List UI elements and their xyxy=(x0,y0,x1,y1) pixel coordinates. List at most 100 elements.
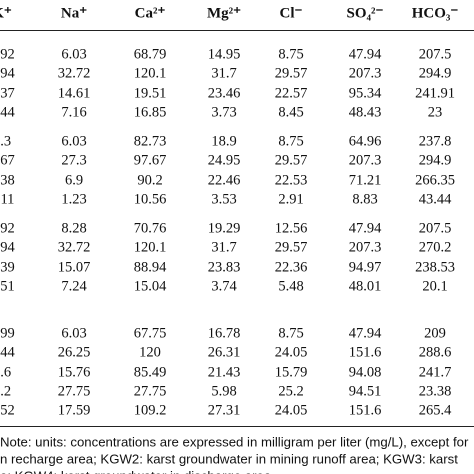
table-cell: 207.3 xyxy=(348,239,382,256)
table-cell: 14.95 xyxy=(207,46,241,63)
column-header: Mg²⁺ xyxy=(206,5,242,22)
table-cell: 1.2 xyxy=(0,383,12,400)
table-cell: 24.95 xyxy=(207,152,241,169)
table-cell: 94.97 xyxy=(348,259,382,276)
table-cell: 0.51 xyxy=(0,278,15,295)
table-cell: 67.75 xyxy=(133,325,167,342)
table-cell: 0.99 xyxy=(0,325,15,342)
table-cell: 1.52 xyxy=(0,402,15,419)
table-cell: 97.67 xyxy=(133,152,167,169)
table-cell: 6.9 xyxy=(64,172,84,189)
table-cell: 27.31 xyxy=(207,402,241,419)
table-cell: 27.75 xyxy=(133,383,167,400)
table-cell: 64.96 xyxy=(348,133,382,150)
table-cell: 7.24 xyxy=(61,278,87,295)
table-cell: 1.44 xyxy=(0,344,15,361)
table-cell: 3.74 xyxy=(211,278,237,295)
table-cell: 3.53 xyxy=(211,191,237,208)
table-cell: 2.94 xyxy=(0,239,15,256)
table-cell: 5.98 xyxy=(211,383,237,400)
table-cell: 20.1 xyxy=(422,278,448,295)
table-cell: 24.05 xyxy=(274,344,308,361)
table-cell: 8.45 xyxy=(278,104,304,121)
table-cell: 15.04 xyxy=(133,278,167,295)
table-cell: 238.53 xyxy=(415,259,455,276)
table-cell: 237.8 xyxy=(418,133,452,150)
table-cell: 0.92 xyxy=(0,46,15,63)
table-cell: 6.03 xyxy=(61,133,87,150)
table-cell: 294.9 xyxy=(418,65,452,82)
bottom-rule xyxy=(0,426,474,427)
table-cell: 22.53 xyxy=(274,172,308,189)
table-cell: 17.59 xyxy=(57,402,91,419)
table-cell: 0.92 xyxy=(0,220,15,237)
table-cell: 19.51 xyxy=(133,85,167,102)
table-cell: 10.56 xyxy=(133,191,167,208)
table-cell: 3.73 xyxy=(211,104,237,121)
table-cell: 1.3 xyxy=(0,133,12,150)
column-header: Ca²⁺ xyxy=(134,5,166,22)
table-cell: 120.1 xyxy=(133,65,167,82)
table-cell: 94.51 xyxy=(348,383,382,400)
table-cell: 2.91 xyxy=(278,191,304,208)
table-cell: 47.94 xyxy=(348,220,382,237)
table-cell: 7.16 xyxy=(61,104,87,121)
table-cell: 8.75 xyxy=(278,133,304,150)
table-cell: 209 xyxy=(424,325,446,342)
table-cell: 70.76 xyxy=(133,220,167,237)
table-cell: 1.6 xyxy=(0,364,12,381)
table-cell: 22.57 xyxy=(274,85,308,102)
table-cell: 21.43 xyxy=(207,364,241,381)
column-header: Cl⁻ xyxy=(279,5,303,22)
table-cell: 23.83 xyxy=(207,259,241,276)
table-cell: 26.25 xyxy=(57,344,91,361)
table-cell: 25.2 xyxy=(278,383,304,400)
table-cell: 29.57 xyxy=(274,152,308,169)
table-cell: 15.79 xyxy=(274,364,308,381)
table-cell: 8.83 xyxy=(352,191,378,208)
table-cell: 207.3 xyxy=(348,152,382,169)
table-cell: 207.5 xyxy=(418,220,452,237)
table-cell: 94.08 xyxy=(348,364,382,381)
table-cell: 8.75 xyxy=(278,46,304,63)
table-cell: 151.6 xyxy=(348,402,382,419)
table-cell: 16.85 xyxy=(133,104,167,121)
table-cell: 48.43 xyxy=(348,104,382,121)
table-cell: 23 xyxy=(427,104,443,121)
table-cell: 207.3 xyxy=(348,65,382,82)
table-cell: 1.37 xyxy=(0,85,15,102)
table-cell: 1.23 xyxy=(61,191,87,208)
table-cell: 16.78 xyxy=(207,325,241,342)
column-header: Na⁺ xyxy=(60,5,88,22)
table-cell: 1.39 xyxy=(0,259,15,276)
table-cell: 32.72 xyxy=(57,65,91,82)
table-cell: 0.44 xyxy=(0,104,15,121)
table-cell: 48.01 xyxy=(348,278,382,295)
table-cell: 68.79 xyxy=(133,46,167,63)
table-cell: 29.57 xyxy=(274,239,308,256)
table-cell: 120 xyxy=(139,344,161,361)
column-header: K⁺ xyxy=(0,5,12,22)
column-header: SO₄²⁻ xyxy=(346,5,384,22)
header-rule xyxy=(0,30,474,31)
table-cell: 32.72 xyxy=(57,239,91,256)
table-cell: 19.29 xyxy=(207,220,241,237)
table-cell: 1.38 xyxy=(0,172,15,189)
table-cell: 85.49 xyxy=(133,364,167,381)
table-cell: 18.9 xyxy=(211,133,237,150)
table-note: Note: units: concentrations are expresse… xyxy=(0,434,469,450)
table-cell: 270.2 xyxy=(418,239,452,256)
table-cell: 43.44 xyxy=(418,191,452,208)
table-cell: 15.07 xyxy=(57,259,91,276)
table-cell: 0.11 xyxy=(0,191,15,208)
table-cell: 109.2 xyxy=(133,402,167,419)
table-cell: 120.1 xyxy=(133,239,167,256)
table-note: a; KGW4: karst groundwater in discharge … xyxy=(0,469,275,474)
table-cell: 5.48 xyxy=(278,278,304,295)
table-cell: 27.75 xyxy=(57,383,91,400)
table-cell: 241.7 xyxy=(418,364,452,381)
table-cell: 95.34 xyxy=(348,85,382,102)
table-cell: 23.46 xyxy=(207,85,241,102)
table-cell: 47.94 xyxy=(348,325,382,342)
